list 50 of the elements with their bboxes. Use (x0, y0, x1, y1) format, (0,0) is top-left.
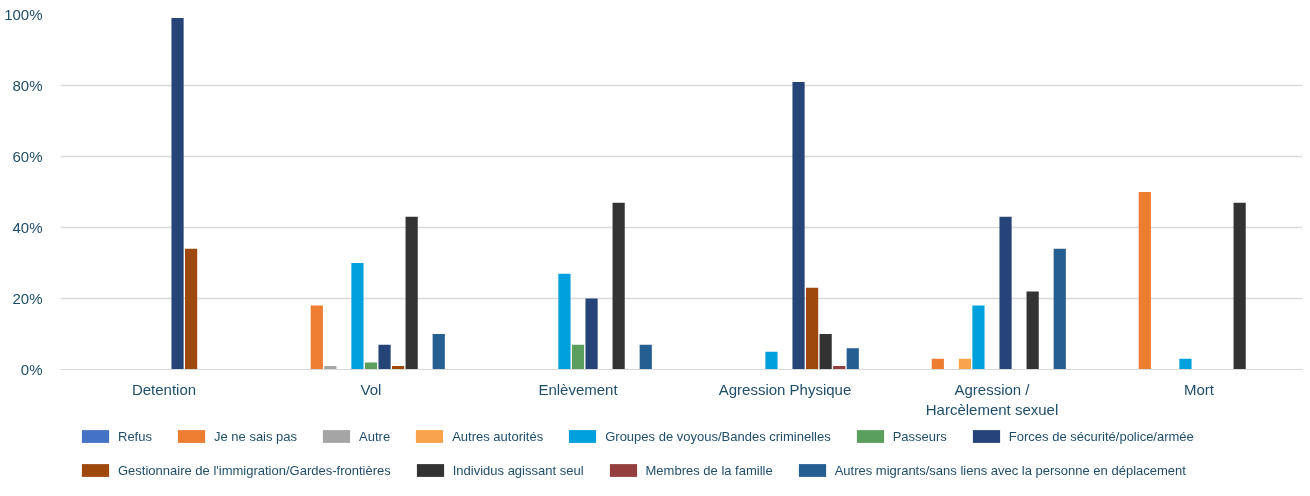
y-tick-label: 0% (20, 361, 43, 378)
bar (1138, 192, 1151, 370)
legend-label: Membres de la famille (645, 462, 773, 478)
bar (765, 351, 778, 370)
x-tick-label: Mort (1184, 380, 1215, 398)
legend-label: Autres migrants/sans liens avec la personne en déplacement (834, 462, 1186, 478)
bar (405, 216, 418, 370)
bar (958, 358, 971, 370)
legend-label: Gestionnaire de l'immigration/Gardes-frontières (118, 462, 391, 478)
bar (585, 298, 598, 370)
bar (792, 81, 805, 370)
x-tick-label: Agression Physique (718, 380, 852, 398)
legend-label: Groupes de voyous/Bandes criminelles (605, 428, 831, 444)
y-tick-label: 100% (4, 6, 43, 23)
bar (1053, 248, 1066, 370)
bar (558, 273, 571, 370)
bar (364, 362, 378, 370)
x-tick-label: Enlèvement (538, 380, 619, 398)
bar (819, 334, 832, 370)
legend-label: Forces de sécurité/police/armée (1008, 428, 1194, 444)
bar (171, 18, 184, 370)
x-tick-label: Agression / Harcèlement sexuel (925, 380, 1059, 418)
bar (351, 263, 364, 370)
y-tick-label: 40% (12, 219, 43, 236)
legend-label: Refus (118, 428, 152, 444)
bar (310, 305, 323, 370)
bar (846, 348, 859, 370)
bar (972, 305, 985, 370)
bar (432, 334, 445, 370)
bar (999, 216, 1012, 370)
bar (639, 344, 652, 370)
y-tick-label: 20% (12, 290, 43, 307)
bar (1233, 202, 1246, 370)
legend-label: Individus agissant seul (452, 462, 584, 478)
bar (185, 248, 198, 370)
x-tick-label: Vol (360, 380, 382, 398)
bar (571, 344, 585, 370)
bar (806, 287, 819, 370)
bar (931, 358, 944, 370)
legend-label: Je ne sais pas (213, 428, 298, 444)
x-tick-label: Detention (131, 380, 197, 398)
bar (612, 202, 625, 370)
legend-label: Passeurs (892, 428, 947, 444)
legend-label: Autre (359, 428, 391, 444)
bar (378, 344, 391, 370)
bar (1026, 291, 1039, 370)
bar (1179, 358, 1192, 370)
legend-label: Autres autorités (452, 428, 544, 444)
y-tick-label: 60% (12, 148, 43, 165)
y-tick-label: 80% (12, 77, 43, 94)
